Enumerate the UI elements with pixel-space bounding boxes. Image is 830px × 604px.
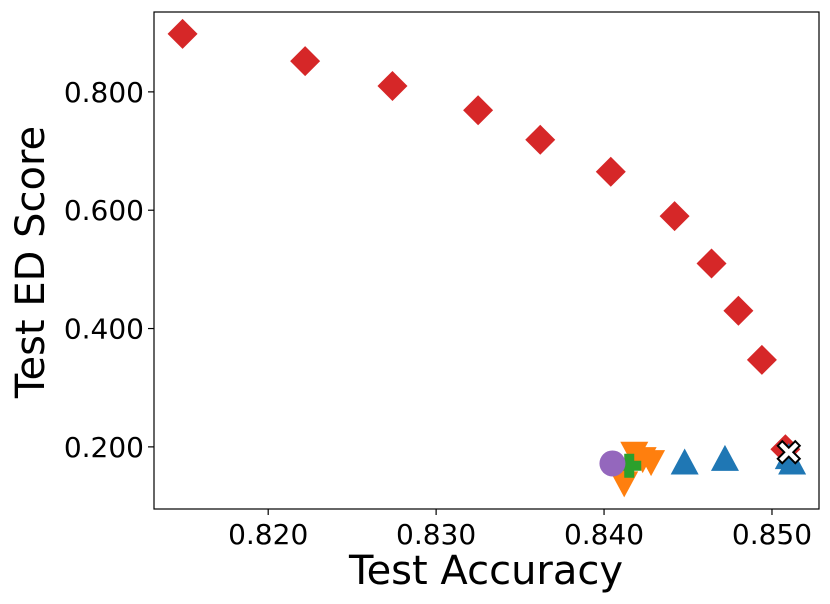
triangle-up-marker [710,444,739,471]
diamond-marker [746,344,777,375]
y-tick-label: 0.800 [64,76,144,109]
x-axis-title: Test Accuracy [348,548,623,594]
triangle-down-marker [637,450,666,477]
diamond-marker [290,46,321,77]
data-markers [167,18,807,498]
triangle-up-marker [670,448,699,475]
diamond-marker [463,95,494,126]
x-marker [776,439,802,465]
diamond-marker [696,248,727,279]
diamond-marker [167,18,198,49]
diamond-marker [659,201,690,232]
x-tick-label: 0.820 [228,518,308,551]
diamond-marker [595,156,626,187]
x-tick-label: 0.850 [732,518,812,551]
diamond-marker [723,295,754,326]
x-axis-ticks: 0.820 0.830 0.840 0.850 [228,509,812,551]
plot-frame [153,11,820,510]
diamond-marker [377,70,408,101]
y-tick-label: 0.600 [64,194,144,227]
diamond-marker [525,124,556,155]
y-axis-title: Test ED Score [8,126,54,399]
circle-marker [599,450,626,477]
x-tick-label: 0.840 [564,518,644,551]
x-tick-label: 0.830 [396,518,476,551]
y-tick-label: 0.400 [64,313,144,346]
y-axis-ticks: 0.200 0.400 0.600 0.800 [64,76,154,464]
y-tick-label: 0.200 [64,431,144,464]
plus-marker [617,453,642,478]
